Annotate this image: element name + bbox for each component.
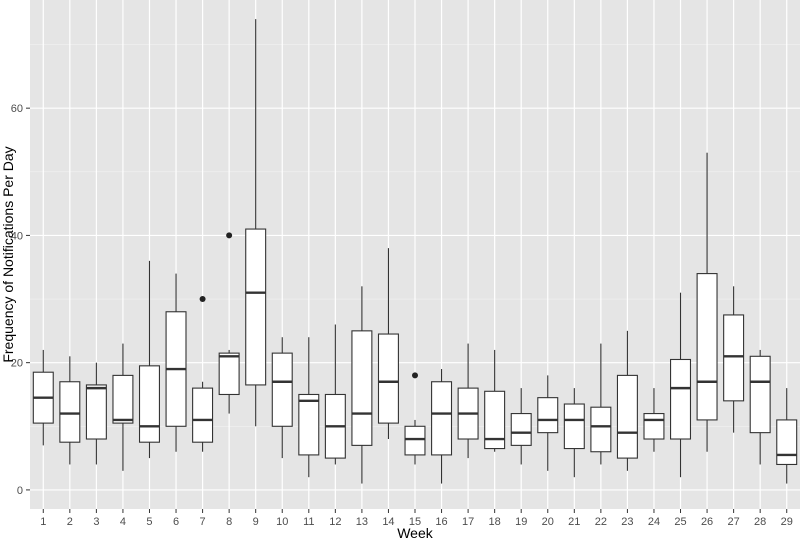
- x-tick-label: 20: [542, 516, 554, 528]
- iqr-box: [484, 390, 506, 450]
- box-week-24: [643, 388, 665, 452]
- iqr-box: [616, 374, 638, 459]
- box-week-8: [218, 232, 240, 414]
- y-tick-label: 20: [11, 358, 23, 370]
- box-week-11: [298, 337, 320, 478]
- box-week-20: [537, 375, 559, 471]
- boxes-layer: [32, 19, 798, 484]
- box-week-27: [723, 286, 745, 433]
- box-week-26: [696, 152, 718, 452]
- x-tick-label: 11: [303, 516, 314, 528]
- iqr-box: [218, 352, 240, 396]
- x-tick-label: 15: [409, 516, 421, 528]
- iqr-box: [85, 384, 107, 440]
- outlier-point: [226, 232, 233, 239]
- iqr-box: [112, 374, 134, 424]
- y-axis: 0 20 40 60: [11, 103, 30, 497]
- x-tick-label: 4: [120, 516, 126, 528]
- box-week-9: [245, 19, 267, 427]
- x-tick-label: 22: [595, 516, 607, 528]
- x-tick-label: 17: [462, 516, 474, 528]
- x-tick-label: 14: [382, 516, 394, 528]
- x-tick-label: 24: [648, 516, 660, 528]
- box-week-12: [324, 324, 346, 465]
- iqr-box: [271, 352, 293, 427]
- box-week-10: [271, 337, 293, 459]
- x-tick-label: 21: [568, 516, 580, 528]
- box-week-21: [563, 388, 585, 478]
- x-tick-label: 23: [621, 516, 633, 528]
- x-axis-title: Week: [397, 525, 434, 541]
- box-week-19: [510, 388, 532, 465]
- iqr-box: [59, 381, 81, 443]
- iqr-box: [404, 425, 426, 456]
- box-week-2: [59, 356, 81, 465]
- box-week-3: [85, 362, 107, 465]
- box-week-17: [457, 343, 479, 459]
- x-tick-label: 28: [754, 516, 766, 528]
- iqr-box: [377, 333, 399, 424]
- x-tick-label: 13: [356, 516, 368, 528]
- box-week-23: [616, 330, 638, 471]
- iqr-box: [776, 419, 798, 466]
- iqr-box: [643, 413, 665, 440]
- box-week-6: [165, 273, 187, 452]
- box-week-16: [431, 369, 453, 484]
- iqr-box: [192, 387, 214, 443]
- y-tick-label: 60: [11, 103, 23, 115]
- iqr-box: [245, 228, 267, 386]
- y-axis-title: Frequency of Notifications Per Day: [0, 146, 16, 362]
- y-tick-label: 40: [11, 230, 23, 242]
- iqr-box: [590, 406, 612, 453]
- box-week-1: [32, 349, 54, 446]
- iqr-box: [138, 365, 160, 443]
- box-week-14: [377, 248, 399, 440]
- x-tick-label: 1: [40, 516, 46, 528]
- box-week-13: [351, 286, 373, 484]
- box-week-28: [749, 349, 771, 465]
- y-tick-label: 0: [17, 485, 23, 497]
- box-week-4: [112, 343, 134, 471]
- outlier-point: [199, 296, 206, 303]
- iqr-box: [431, 381, 453, 456]
- x-tick-label: 9: [253, 516, 259, 528]
- x-tick-label: 8: [226, 516, 232, 528]
- iqr-box: [510, 413, 532, 446]
- iqr-box: [351, 330, 373, 446]
- box-week-22: [590, 343, 612, 465]
- x-tick-label: 27: [727, 516, 739, 528]
- x-tick-label: 12: [329, 516, 341, 528]
- x-tick-label: 29: [781, 516, 793, 528]
- x-tick-label: 5: [146, 516, 152, 528]
- x-tick-label: 3: [93, 516, 99, 528]
- x-tick-label: 2: [67, 516, 73, 528]
- iqr-box: [537, 397, 559, 434]
- box-week-29: [776, 388, 798, 484]
- iqr-box: [696, 273, 718, 421]
- box-week-25: [670, 292, 692, 478]
- x-tick-label: 25: [674, 516, 686, 528]
- x-axis: 1 2 3 4 5 6 7 8 9 10 11 12 13 14 15 16 17 18 19 20 21 22 23 24 2…: [40, 509, 793, 528]
- x-tick-label: 6: [173, 516, 179, 528]
- iqr-box: [563, 403, 585, 450]
- x-tick-label: 16: [435, 516, 447, 528]
- iqr-box: [723, 314, 745, 402]
- box-week-7: [192, 296, 214, 452]
- x-tick-label: 19: [515, 516, 527, 528]
- box-week-15: [404, 372, 426, 465]
- x-tick-label: 26: [701, 516, 713, 528]
- box-week-18: [484, 349, 506, 452]
- x-tick-label: 7: [200, 516, 206, 528]
- iqr-box: [298, 393, 320, 456]
- x-tick-label: 18: [489, 516, 501, 528]
- iqr-box: [670, 358, 692, 440]
- outlier-point: [412, 372, 418, 379]
- x-tick-label: 10: [276, 516, 288, 528]
- iqr-box: [749, 355, 771, 434]
- box-week-5: [138, 260, 160, 459]
